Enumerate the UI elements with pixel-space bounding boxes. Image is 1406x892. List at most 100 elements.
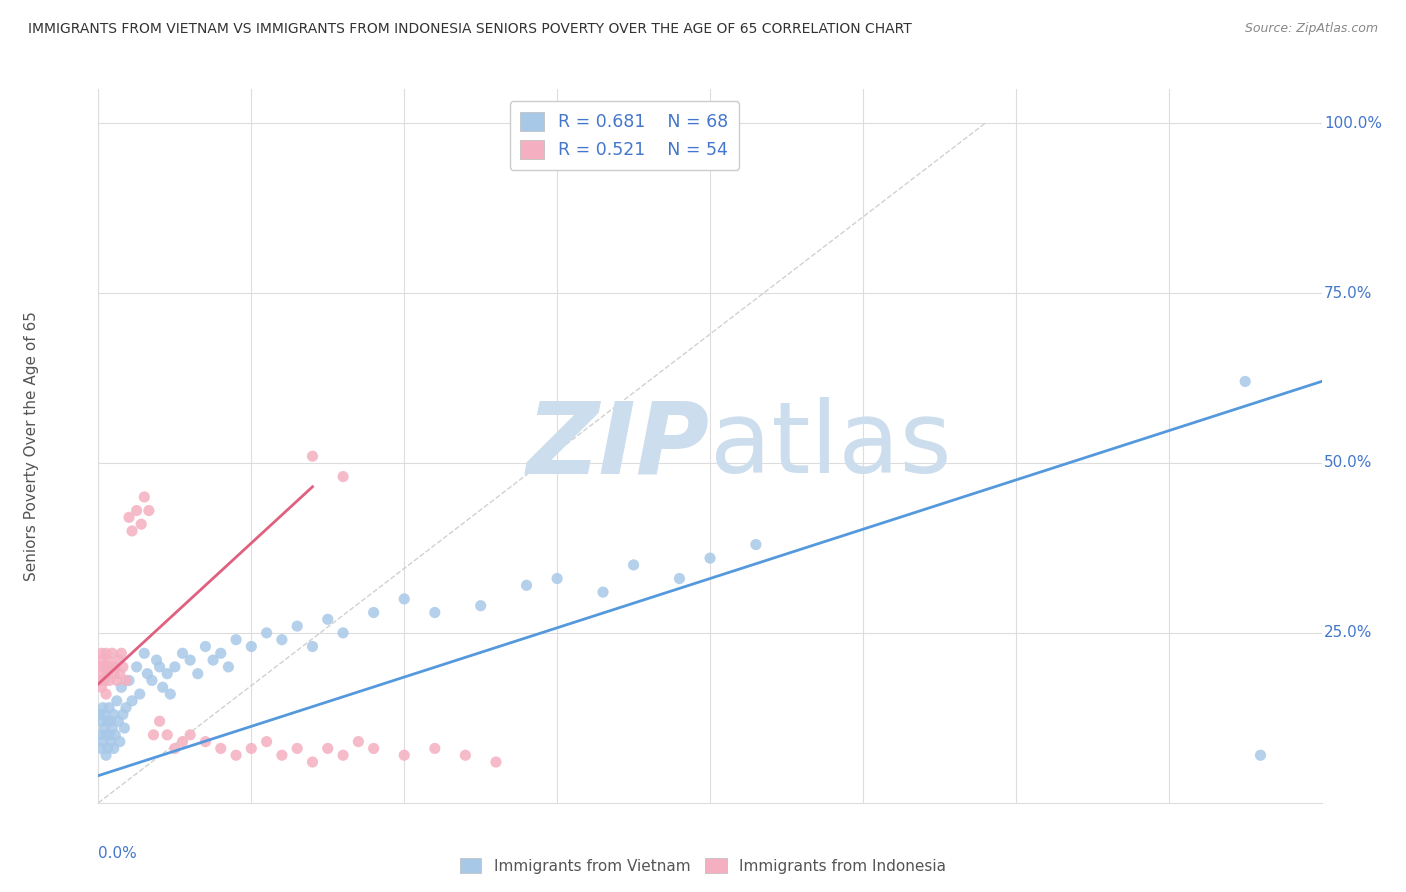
Text: atlas: atlas (710, 398, 952, 494)
Point (745, 537, 768, 551)
Point (332, 469, 354, 483)
Point (470, 599, 492, 613)
Point (103, 707, 125, 722)
Point (91, 734, 114, 748)
Point (152, 680, 174, 694)
Point (125, 660, 148, 674)
Point (699, 551, 721, 566)
Point (546, 572, 568, 586)
Point (89, 660, 111, 674)
Point (90, 680, 112, 694)
Point (225, 748, 247, 763)
Point (125, 503, 148, 517)
Point (194, 734, 217, 748)
Point (97, 741, 120, 756)
Point (194, 640, 217, 654)
Point (209, 741, 232, 756)
Point (121, 524, 143, 538)
Point (217, 660, 239, 674)
Point (111, 707, 134, 722)
Point (98, 673, 121, 688)
Point (134, 490, 156, 504)
Legend: Immigrants from Vietnam, Immigrants from Indonesia: Immigrants from Vietnam, Immigrants from… (454, 852, 952, 880)
Text: IMMIGRANTS FROM VIETNAM VS IMMIGRANTS FROM INDONESIA SENIORS POVERTY OVER THE AG: IMMIGRANTS FROM VIETNAM VS IMMIGRANTS FR… (28, 22, 912, 37)
Point (94, 687, 117, 701)
Point (179, 728, 201, 742)
Text: 0.0%: 0.0% (98, 846, 138, 861)
Point (134, 646, 156, 660)
Point (91, 700, 114, 714)
Point (104, 728, 127, 742)
Text: Seniors Poverty Over the Age of 65: Seniors Poverty Over the Age of 65 (24, 311, 38, 581)
Point (93, 721, 115, 735)
Point (93, 660, 115, 674)
Text: 50.0%: 50.0% (1324, 456, 1372, 470)
Point (225, 632, 247, 647)
Point (138, 503, 160, 517)
Point (115, 700, 138, 714)
Point (592, 585, 614, 599)
Point (301, 449, 323, 463)
Point (141, 673, 163, 688)
Point (111, 660, 134, 674)
Point (97, 653, 120, 667)
Point (98, 728, 121, 742)
Point (423, 741, 446, 756)
Point (112, 721, 135, 735)
Point (91, 653, 114, 667)
Point (94, 748, 117, 763)
Point (392, 591, 416, 606)
Point (332, 748, 354, 763)
Point (142, 728, 165, 742)
Point (163, 660, 186, 674)
Point (103, 666, 125, 681)
Point (136, 666, 159, 681)
Point (172, 734, 194, 748)
Point (101, 721, 124, 735)
Point (98, 660, 121, 674)
Text: 75.0%: 75.0% (1324, 285, 1372, 301)
Point (98, 700, 121, 714)
Point (202, 653, 225, 667)
Point (118, 510, 141, 524)
Point (285, 741, 308, 756)
Point (105, 673, 128, 688)
Point (270, 632, 292, 647)
Point (301, 640, 323, 654)
Point (91, 666, 114, 681)
Point (105, 694, 128, 708)
Point (423, 606, 446, 620)
Point (97, 666, 120, 681)
Point (90, 646, 112, 660)
Point (163, 741, 186, 756)
Point (103, 741, 125, 756)
Point (240, 640, 263, 654)
Point (285, 619, 308, 633)
Text: 25.0%: 25.0% (1324, 625, 1372, 640)
Point (363, 741, 385, 756)
Point (110, 680, 132, 694)
Point (347, 734, 370, 748)
Point (156, 666, 179, 681)
Point (270, 748, 292, 763)
Point (118, 673, 141, 688)
Point (149, 714, 172, 729)
Point (89, 673, 111, 688)
Point (187, 666, 209, 681)
Point (128, 687, 150, 701)
Point (90, 714, 112, 729)
Point (93, 673, 115, 688)
Point (94, 646, 117, 660)
Point (1249, 748, 1271, 763)
Point (90, 741, 112, 756)
Point (179, 653, 201, 667)
Point (107, 653, 129, 667)
Point (392, 748, 416, 763)
Point (1234, 375, 1257, 389)
Point (89, 728, 111, 742)
Point (172, 646, 194, 660)
Point (240, 741, 263, 756)
Text: Source: ZipAtlas.com: Source: ZipAtlas.com (1244, 22, 1378, 36)
Point (145, 653, 167, 667)
Point (100, 734, 122, 748)
